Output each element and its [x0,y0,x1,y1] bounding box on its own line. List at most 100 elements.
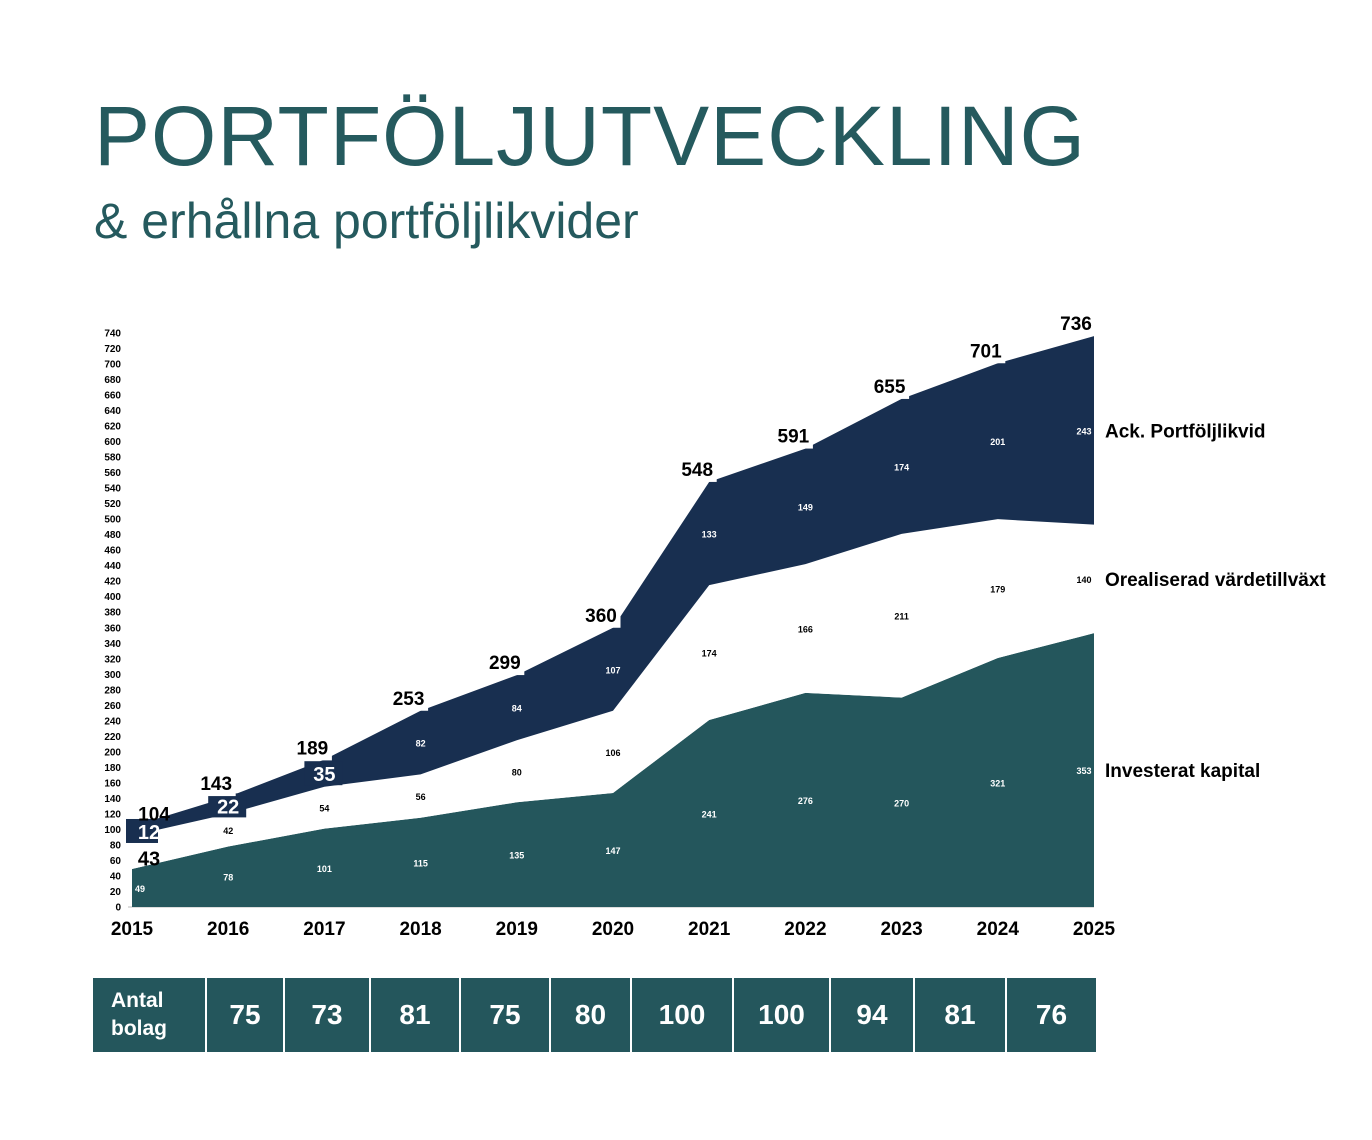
y-tick-label: 440 [104,561,121,572]
y-tick-label: 660 [104,391,121,402]
data-label: 241 [702,810,717,820]
legend-label: Investerat kapital [1105,761,1260,782]
data-label: 43 [138,849,160,871]
data-label: 179 [990,585,1005,595]
x-tick-label: 2022 [784,919,826,940]
legend-label: Orealiserad värdetillväxt [1105,570,1326,591]
legend-label: Ack. Portföljlikvid [1105,421,1265,442]
data-label: 174 [894,462,909,472]
y-tick-label: 60 [110,856,122,867]
y-tick-label: 320 [104,654,121,665]
data-label: 78 [223,873,233,883]
y-tick-label: 640 [104,406,121,417]
y-tick-label: 540 [104,484,121,495]
y-tick-label: 200 [104,747,121,758]
data-label: 140 [1076,575,1091,585]
table-cell: 81 [915,978,1005,1052]
data-label: 149 [798,502,813,512]
table-cell: 75 [461,978,549,1052]
data-label: 353 [1076,766,1091,776]
y-tick-label: 580 [104,453,121,464]
table-cell: 94 [831,978,913,1052]
company-count-table: Antal bolag 75 73 81 75 80 100 100 94 81 … [93,978,1096,1052]
header-line: Antal [111,989,164,1012]
data-label: 276 [798,796,813,806]
total-label: 736 [1060,314,1092,335]
x-tick-label: 2024 [977,919,1020,940]
y-tick-label: 20 [110,887,122,898]
y-tick-label: 480 [104,530,121,541]
table-cell: 100 [734,978,829,1052]
total-label: 655 [874,377,906,398]
total-label-box [485,653,525,676]
area-ack-portf-ljlikvid [132,336,1094,836]
page-subtitle: & erhållna portföljlikvider [94,193,639,249]
total-label: 360 [585,606,617,627]
y-tick-label: 680 [104,375,121,386]
data-label: 106 [605,748,620,758]
y-tick-label: 0 [115,903,121,914]
data-label: 22 [217,796,239,818]
x-tick-label: 2021 [688,919,731,940]
data-label: 115 [413,858,428,868]
total-label-box [966,341,1006,364]
header-line: bolag [111,1017,167,1040]
data-label: 321 [990,779,1005,789]
y-tick-label: 260 [104,701,121,712]
data-label: 84 [512,704,522,714]
y-tick-label: 700 [104,360,121,371]
y-tick-label: 80 [110,840,122,851]
table-cell: 81 [371,978,459,1052]
data-label: 270 [894,798,909,808]
data-label: 174 [702,649,717,659]
data-label: 35 [313,764,335,786]
total-label-box [581,605,621,628]
y-tick-label: 40 [110,871,122,882]
x-tick-label: 2019 [496,919,538,940]
y-tick-label: 120 [104,809,121,820]
data-label: 49 [135,884,145,894]
data-label: 42 [223,826,233,836]
total-label: 253 [393,689,425,710]
y-tick-label: 220 [104,732,121,743]
data-label: 80 [512,767,522,777]
y-tick-label: 460 [104,546,121,557]
y-tick-label: 560 [104,468,121,479]
y-tick-label: 500 [104,515,121,526]
data-label: 12 [138,822,160,844]
y-tick-label: 300 [104,670,121,681]
data-label: 243 [1076,426,1091,436]
total-label-box [292,738,332,761]
data-label: 82 [416,739,426,749]
data-label: 201 [990,437,1005,447]
x-tick-label: 2015 [111,919,154,940]
y-tick-label: 720 [104,344,121,355]
data-label: 135 [509,851,524,861]
y-tick-label: 240 [104,716,121,727]
total-label-box [677,459,717,482]
data-label: 107 [605,665,620,675]
y-tick-label: 340 [104,639,121,650]
total-label: 548 [681,460,713,481]
y-tick-label: 360 [104,623,121,634]
y-tick-label: 600 [104,437,121,448]
y-tick-label: 160 [104,778,121,789]
total-label: 143 [200,774,232,795]
area-orealiserad-v-rdetillv-xt [132,519,1094,869]
area-investerat-kapital [132,633,1094,907]
y-tick-label: 100 [104,825,121,836]
y-tick-label: 400 [104,592,121,603]
value-label-box [208,793,247,818]
y-tick-label: 280 [104,685,121,696]
table-cell: 80 [551,978,630,1052]
total-label-box [870,376,910,399]
y-tick-label: 620 [104,422,121,433]
total-label-box [773,426,813,449]
table-cell: 100 [632,978,732,1052]
page-title: PORTFÖLJUTVECKLING [94,89,1086,183]
value-label-box [126,818,158,843]
y-tick-label: 180 [104,763,121,774]
x-tick-label: 2020 [592,919,634,940]
y-tick-label: 140 [104,794,121,805]
total-label: 591 [778,427,810,448]
